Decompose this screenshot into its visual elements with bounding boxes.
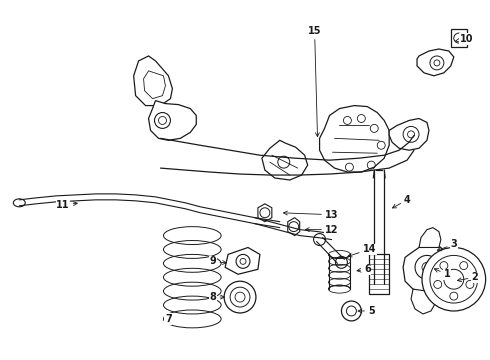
Text: 12: 12: [305, 225, 338, 235]
Polygon shape: [369, 255, 389, 294]
Text: 2: 2: [458, 272, 478, 282]
Text: 9: 9: [210, 256, 226, 266]
Text: 14: 14: [348, 244, 376, 257]
Text: 4: 4: [392, 195, 411, 208]
Polygon shape: [225, 247, 260, 274]
Text: 3: 3: [438, 239, 457, 251]
Polygon shape: [403, 244, 447, 292]
Circle shape: [342, 301, 361, 321]
Text: 8: 8: [210, 292, 224, 302]
Text: 1: 1: [434, 269, 450, 279]
Text: 7: 7: [165, 314, 172, 324]
Polygon shape: [144, 71, 166, 99]
Polygon shape: [134, 56, 172, 105]
Polygon shape: [288, 218, 300, 235]
Polygon shape: [417, 49, 454, 76]
Polygon shape: [389, 118, 429, 150]
Circle shape: [422, 247, 486, 311]
Polygon shape: [419, 228, 441, 247]
Text: 11: 11: [56, 200, 77, 210]
Text: 6: 6: [357, 264, 370, 274]
Polygon shape: [148, 100, 196, 140]
Bar: [451, 29, 467, 47]
Text: 15: 15: [308, 26, 321, 136]
Polygon shape: [319, 105, 389, 172]
Polygon shape: [258, 204, 272, 222]
Polygon shape: [262, 140, 308, 180]
Text: 10: 10: [456, 34, 473, 44]
Circle shape: [224, 281, 256, 313]
Text: 5: 5: [358, 306, 375, 316]
Polygon shape: [411, 289, 435, 314]
Text: 13: 13: [284, 210, 338, 220]
